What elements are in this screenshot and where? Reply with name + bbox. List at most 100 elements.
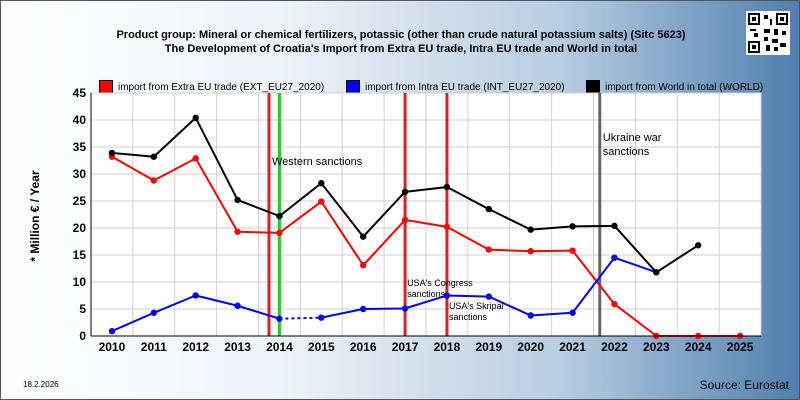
y-tick-label: 40 [73,113,87,127]
data-point-intra [401,305,409,312]
data-point-world [108,149,116,157]
series-segment-intra [363,307,406,310]
data-point-intra [611,254,618,261]
series-segment-world [362,191,406,238]
series-segment-intra [488,295,532,317]
series-segment-intra [153,294,197,314]
data-point-intra [569,309,576,316]
event-label-congress: USA's Congress [407,278,473,288]
series-segment-intra [195,294,238,307]
data-point-intra [485,293,493,300]
x-tick-label: 2016 [350,340,377,354]
data-point-intra [527,312,534,319]
series-segment-world [320,182,364,238]
data-point-intra [443,292,451,299]
data-point-extra [276,229,283,237]
series-segment-world [194,117,239,201]
data-point-intra [234,302,241,309]
series-segment-extra [278,200,322,234]
series-segment-intra [404,294,448,310]
y-tick-label: 15 [73,248,87,262]
series-segment-world [446,186,490,210]
y-tick-label: 20 [73,221,87,235]
x-tick-label: 2021 [559,340,586,354]
series-segment-extra [530,249,573,253]
chart-title-line1: Product group: Mineral or chemical ferti… [116,29,686,41]
x-tick-label: 2024 [685,340,712,354]
data-point-intra [150,309,158,316]
x-tick-label: 2013 [224,340,251,354]
series-segment-world [111,151,154,158]
series-segment-extra [237,230,280,234]
data-point-world [401,188,409,196]
qr-code-icon [746,11,790,55]
y-tick-label: 10 [73,275,87,289]
x-tick-label: 2012 [182,340,209,354]
data-point-extra [318,198,325,205]
series-segment-extra [571,250,616,305]
data-point-world [318,179,325,187]
series-segment-world [278,182,322,217]
series-segment-extra [362,219,406,266]
event-label-western: Western sanctions [272,156,363,168]
data-point-extra [359,262,367,269]
data-point-extra [234,228,241,235]
data-point-world [192,114,199,122]
data-point-intra [359,305,367,313]
data-point-extra [443,223,451,231]
data-point-world [527,226,534,233]
event-label-skripal: sanctions [449,312,488,322]
data-point-world [485,205,493,213]
y-tick-label: 35 [73,140,87,154]
series-segment-extra [111,155,155,182]
y-tick-label: 5 [79,302,86,316]
series-segment-extra [488,248,531,253]
data-point-world [694,242,702,249]
data-point-extra [611,300,618,308]
x-tick-label: 2015 [308,340,335,354]
series-segment-extra [446,226,490,251]
data-point-extra [527,248,534,255]
series-segment-extra [194,157,239,233]
series-segment-intra [111,311,155,333]
data-point-extra [401,216,409,224]
series-segment-world [237,198,280,218]
series-segment-intra [237,304,280,320]
series-segment-world [572,224,615,228]
series-segment-extra [404,218,448,228]
data-point-world [569,223,576,230]
x-tick-label: 2011 [141,340,167,354]
data-point-world [359,233,367,240]
data-point-world [443,183,451,191]
x-tick-label: 2022 [601,340,628,354]
y-tick-label: 45 [73,86,87,100]
chart-title-line2: The Development of Croatia's Import from… [164,43,638,55]
x-tick-label: 2020 [517,340,544,354]
series-segment-intra [446,294,489,298]
series-segment-extra [320,200,365,266]
event-label-ukraine: sanctions [603,146,650,158]
source-note: Source: Eurostat [699,378,789,392]
series-segment-world [488,208,532,231]
data-point-intra [108,327,116,335]
series-segment-extra [153,157,197,182]
event-label-congress: sanctions [407,289,446,299]
data-point-world [653,269,660,276]
series-segment-intra [321,308,364,319]
data-point-world [611,222,618,230]
x-tick-label: 2014 [266,340,293,354]
legend-label-extra: import from Extra EU trade (EXT_EU27_202… [118,81,325,93]
data-point-intra [192,292,199,299]
data-point-intra [276,315,283,322]
y-tick-label: 30 [73,167,87,181]
series-segment-extra [613,303,657,337]
data-point-world [234,196,241,204]
data-point-extra [150,177,158,184]
data-point-extra [485,246,493,253]
series-segment-world [655,244,699,274]
event-label-skripal: USA's Skripal [449,301,504,311]
series-segment-intra [279,316,322,320]
x-tick-label: 2017 [392,340,419,354]
